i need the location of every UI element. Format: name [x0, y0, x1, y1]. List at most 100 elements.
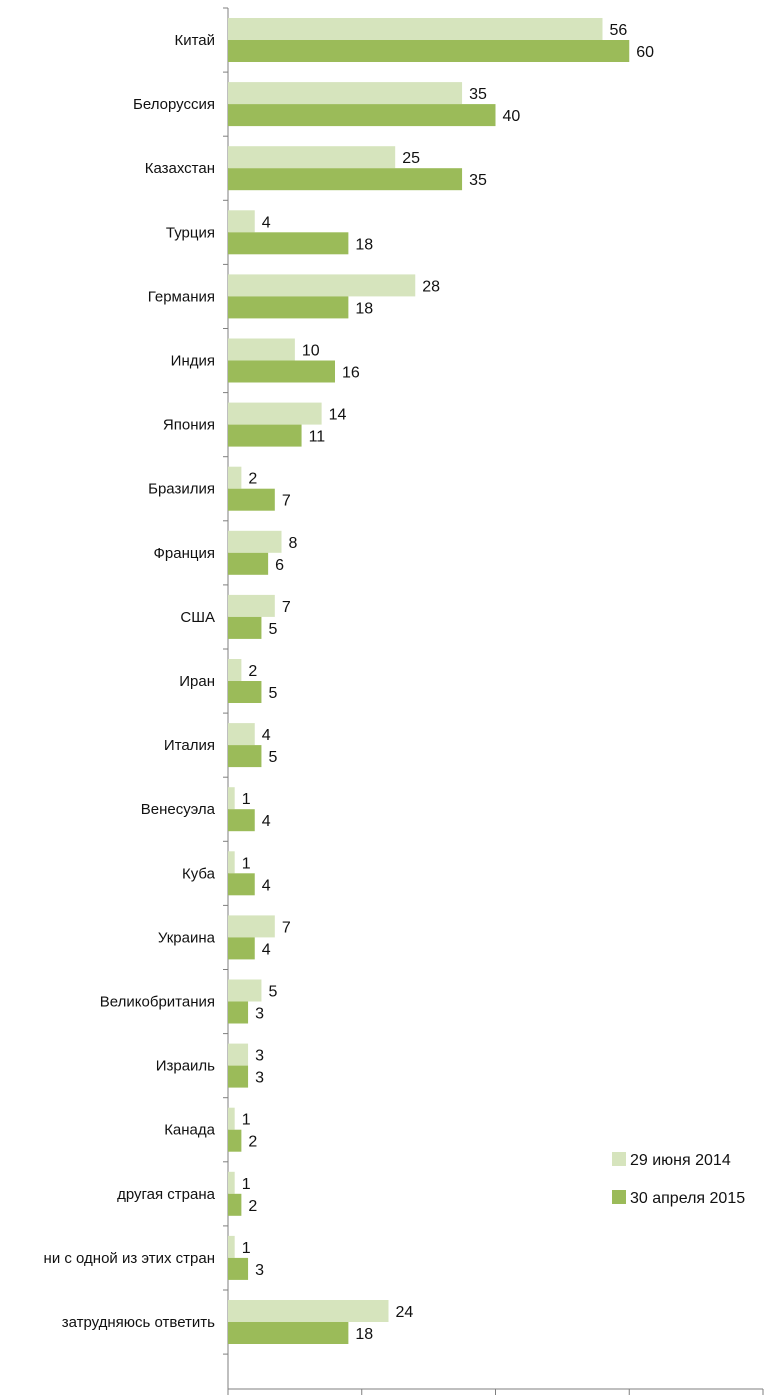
data-label: 56 [610, 22, 628, 39]
data-label: 60 [636, 44, 654, 61]
data-label: 1 [242, 1112, 251, 1129]
bar-series1 [228, 979, 262, 1002]
data-label: 1 [242, 1240, 251, 1257]
category-label: Япония [163, 417, 215, 434]
data-label: 4 [262, 727, 271, 744]
category-label: Германия [148, 288, 215, 305]
bar-series1 [228, 594, 275, 617]
bar-series2 [228, 1193, 242, 1216]
data-label: 4 [262, 877, 271, 894]
data-label: 3 [255, 1262, 264, 1279]
bar-series1 [228, 466, 242, 489]
bar-series2 [228, 232, 349, 255]
category-label: Казахстан [145, 160, 215, 177]
category-label: Венесуэла [141, 801, 216, 818]
category-label: Турция [166, 224, 215, 241]
data-label: 7 [282, 493, 291, 510]
bar-series2 [228, 296, 349, 319]
data-label: 18 [355, 300, 373, 317]
bar-series2 [228, 40, 630, 62]
bar-series2 [228, 168, 463, 191]
data-label: 4 [262, 214, 271, 231]
category-label: США [180, 609, 215, 626]
bar-series2 [228, 488, 275, 511]
bar-series2 [228, 681, 262, 703]
bar-series2 [228, 424, 302, 447]
bar-series1 [228, 530, 282, 553]
data-label: 2 [248, 663, 257, 680]
data-label: 18 [355, 236, 373, 253]
data-label: 5 [268, 621, 277, 638]
data-label: 5 [268, 685, 277, 702]
data-label: 4 [262, 941, 271, 958]
data-label: 6 [275, 557, 284, 574]
data-label: 5 [268, 749, 277, 766]
category-label: Бразилия [148, 481, 215, 498]
bar-series1 [228, 82, 463, 105]
bar-series2 [228, 745, 262, 768]
bar-series1 [228, 1235, 235, 1258]
bar-series1 [228, 18, 603, 40]
legend-label: 30 апреля 2015 [630, 1190, 745, 1207]
bar-series1 [228, 851, 235, 874]
data-label: 40 [503, 108, 521, 125]
bar-series1 [228, 787, 235, 810]
bar-series2 [228, 360, 335, 383]
legend-label: 29 июня 2014 [630, 1152, 731, 1169]
data-label: 28 [422, 278, 440, 295]
bar-series2 [228, 1129, 242, 1152]
data-label: 2 [248, 471, 257, 488]
bar-series2 [228, 1257, 249, 1280]
data-label: 2 [248, 1198, 257, 1215]
bar-series1 [228, 402, 322, 425]
bar-series1 [228, 659, 242, 681]
bar-series1 [228, 723, 255, 746]
category-label: ни с одной из этих стран [44, 1250, 215, 1267]
bar-series1 [228, 1171, 235, 1194]
category-label: Великобритания [100, 994, 215, 1011]
data-label: 5 [268, 984, 277, 1001]
bar-series2 [228, 1065, 249, 1088]
bar-series2 [228, 616, 262, 639]
data-label: 14 [329, 407, 347, 424]
data-label: 2 [248, 1134, 257, 1151]
category-label: Иран [179, 673, 215, 690]
category-label: Украина [158, 929, 216, 946]
category-label: затрудняюсь ответить [62, 1314, 215, 1331]
bar-series1 [228, 210, 255, 233]
category-label: Италия [164, 737, 215, 754]
data-label: 3 [255, 1048, 264, 1065]
legend-swatch [612, 1190, 626, 1204]
category-label: Франция [154, 545, 215, 562]
bar-series1 [228, 915, 275, 938]
data-label: 11 [309, 429, 326, 446]
data-label: 10 [302, 343, 320, 360]
bar-series2 [228, 809, 255, 832]
data-label: 1 [242, 791, 251, 808]
category-label: Израиль [156, 1058, 215, 1075]
bar-series1 [228, 1043, 249, 1066]
data-label: 3 [255, 1070, 264, 1087]
bar-series2 [228, 873, 255, 896]
category-label: Куба [182, 865, 216, 882]
data-label: 1 [242, 1176, 251, 1193]
bar-series1 [228, 1300, 389, 1322]
legend-swatch [612, 1152, 626, 1166]
bar-series2 [228, 1001, 249, 1024]
category-label: Белоруссия [133, 96, 215, 113]
bar-series1 [228, 146, 396, 169]
data-label: 25 [402, 150, 420, 167]
data-label: 35 [469, 86, 487, 103]
data-label: 3 [255, 1006, 264, 1023]
data-label: 16 [342, 365, 360, 382]
bar-series2 [228, 104, 496, 127]
bar-series2 [228, 937, 255, 960]
category-label: Канада [164, 1122, 215, 1139]
bar-series1 [228, 1107, 235, 1130]
bar-series1 [228, 274, 416, 297]
category-label: другая страна [117, 1186, 216, 1203]
category-label: Индия [171, 353, 215, 370]
data-label: 7 [282, 919, 291, 936]
data-label: 35 [469, 172, 487, 189]
bar-series2 [228, 552, 269, 575]
